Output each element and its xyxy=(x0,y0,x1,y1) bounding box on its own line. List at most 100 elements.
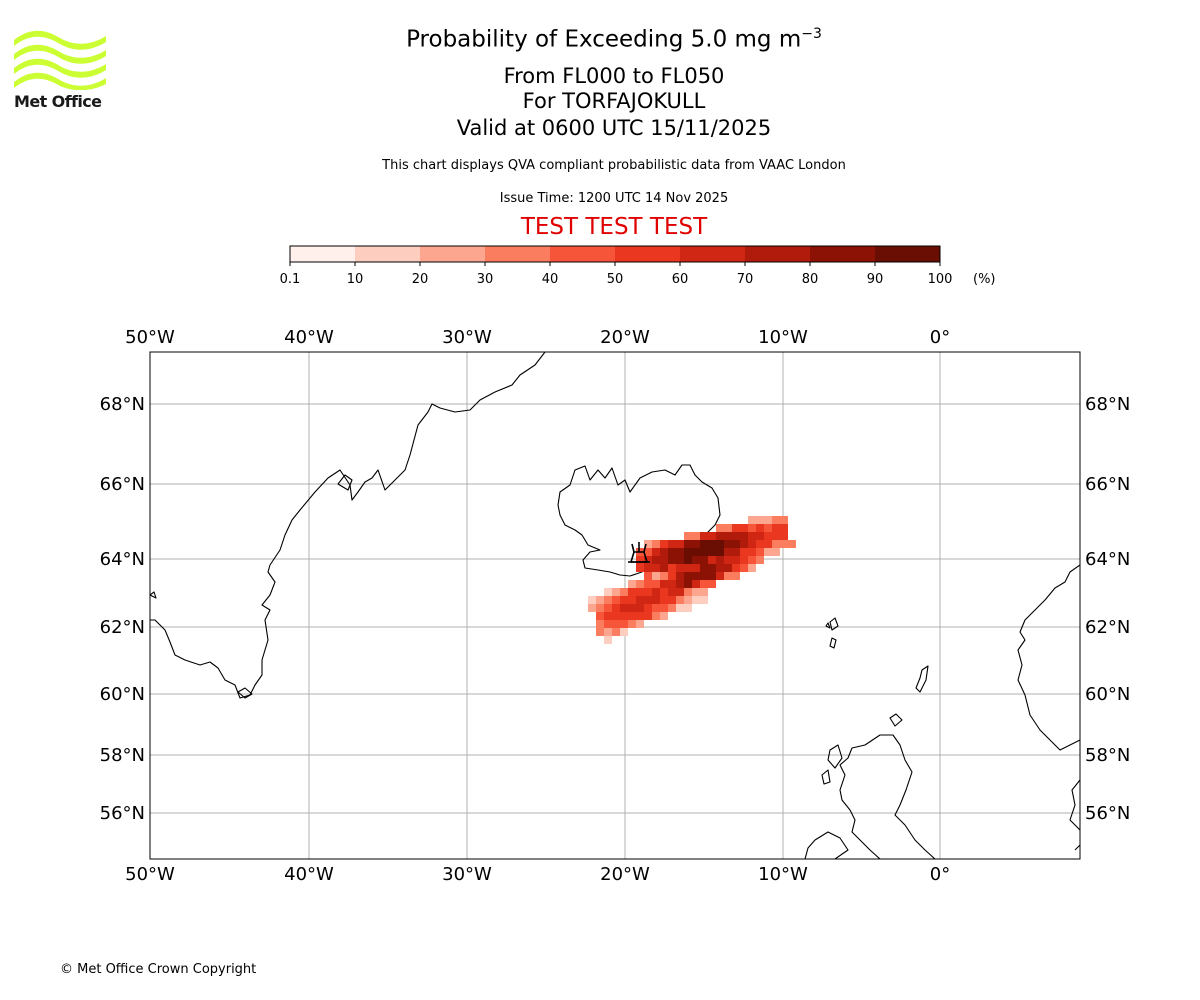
longitude-label: 20°W xyxy=(600,864,650,885)
plume-cell xyxy=(660,596,668,604)
plume-cell xyxy=(748,548,756,556)
latitude-label: 62°N xyxy=(1085,617,1130,638)
latitude-label: 58°N xyxy=(1085,745,1130,766)
plume-cell xyxy=(716,564,724,572)
plume-cell xyxy=(684,556,692,564)
plume-cell xyxy=(772,540,780,548)
plume-cell xyxy=(700,564,708,572)
plume-cell xyxy=(596,620,604,628)
plume-cell xyxy=(604,636,612,644)
colorbar-segment xyxy=(485,246,550,262)
plume-cell xyxy=(644,548,652,556)
longitude-label: 20°W xyxy=(600,327,650,348)
plume-cell xyxy=(732,524,740,532)
colorbar: 0.1 10 20 30 40 50 60 70 80 90 100 (%) xyxy=(280,245,996,287)
plume-cell xyxy=(596,596,604,604)
plume-cell xyxy=(700,548,708,556)
plume-cell xyxy=(636,596,644,604)
plume-cell xyxy=(652,604,660,612)
met-office-logo: Met Office xyxy=(14,30,106,112)
plume-cell xyxy=(652,548,660,556)
plume-cell xyxy=(772,516,780,524)
plume-cell xyxy=(636,588,644,596)
plume-cell xyxy=(740,540,748,548)
plume-cell xyxy=(644,612,652,620)
plume-cell xyxy=(644,556,652,564)
longitude-label: 0° xyxy=(930,864,950,885)
colorbar-tick-label: 30 xyxy=(477,272,494,287)
plume-cell xyxy=(716,556,724,564)
plume-cell xyxy=(692,564,700,572)
colorbar-segment xyxy=(680,246,745,262)
plume-cell xyxy=(748,556,756,564)
greenland-island xyxy=(337,474,353,491)
hebrides-islands xyxy=(827,744,843,769)
plume-cell xyxy=(724,532,732,540)
colorbar-segment xyxy=(875,246,940,262)
plume-cell xyxy=(636,556,644,564)
colorbar-unit: (%) xyxy=(973,272,996,287)
plume-cell xyxy=(612,620,620,628)
plume-cell xyxy=(652,596,660,604)
colorbar-segment xyxy=(355,246,420,262)
plume-cell xyxy=(620,612,628,620)
plume-cell xyxy=(628,604,636,612)
plume-cell xyxy=(652,564,660,572)
plume-cell xyxy=(772,524,780,532)
latitude-label: 60°N xyxy=(1085,684,1130,705)
plume-cell xyxy=(716,540,724,548)
plume-cell xyxy=(596,604,604,612)
plume-cell xyxy=(612,596,620,604)
plume-cell xyxy=(756,532,764,540)
flight-level-range: From FL000 to FL050 xyxy=(503,64,725,88)
plume-cell xyxy=(644,540,652,548)
colorbar-tick-label: 70 xyxy=(737,272,754,287)
plume-cell xyxy=(676,588,684,596)
greenland-coastline xyxy=(150,352,546,699)
issue-time: Issue Time: 1200 UTC 14 Nov 2025 xyxy=(499,191,729,206)
plume-cell xyxy=(660,564,668,572)
plume-cell xyxy=(644,596,652,604)
plume-cell xyxy=(700,596,708,604)
plume-cell xyxy=(764,548,772,556)
latitude-label: 66°N xyxy=(1085,474,1130,495)
plume-cell xyxy=(636,612,644,620)
scotland-coastline xyxy=(839,734,936,859)
plume-cell xyxy=(652,612,660,620)
plume-cell xyxy=(628,588,636,596)
longitude-label: 10°W xyxy=(758,327,808,348)
colorbar-segment xyxy=(810,246,875,262)
orkney-islands xyxy=(889,713,903,727)
plume-cell xyxy=(740,556,748,564)
met-office-waves-icon xyxy=(14,30,106,91)
colorbar-segment xyxy=(745,246,810,262)
plume-cell xyxy=(748,532,756,540)
colorbar-tick-label: 80 xyxy=(802,272,819,287)
colorbar-segment xyxy=(615,246,680,262)
plume-cell xyxy=(628,580,636,588)
plume-cell xyxy=(684,532,692,540)
valid-time: Valid at 0600 UTC 15/11/2025 xyxy=(456,116,772,140)
greenland-island xyxy=(237,687,253,699)
plume-cell xyxy=(668,596,676,604)
plume-cell xyxy=(700,556,708,564)
plume-cell xyxy=(724,524,732,532)
plume-cell xyxy=(660,580,668,588)
plume-cell xyxy=(764,540,772,548)
plume-cell xyxy=(660,604,668,612)
plume-cell xyxy=(676,564,684,572)
plume-cell xyxy=(748,524,756,532)
latitude-label: 62°N xyxy=(100,617,145,638)
volcano-name: For TORFAJOKULL xyxy=(522,89,706,113)
plume-cell xyxy=(724,556,732,564)
chart-description: This chart displays QVA compliant probab… xyxy=(382,158,846,173)
plume-cell xyxy=(612,628,620,636)
copyright-notice: © Met Office Crown Copyright xyxy=(60,962,257,977)
plume-cell xyxy=(676,572,684,580)
plume-cell xyxy=(676,548,684,556)
plume-cell xyxy=(684,604,692,612)
colorbar-tick-label: 50 xyxy=(607,272,624,287)
longitude-label: 50°W xyxy=(125,864,175,885)
plume-cell xyxy=(668,604,676,612)
plume-cell xyxy=(684,548,692,556)
